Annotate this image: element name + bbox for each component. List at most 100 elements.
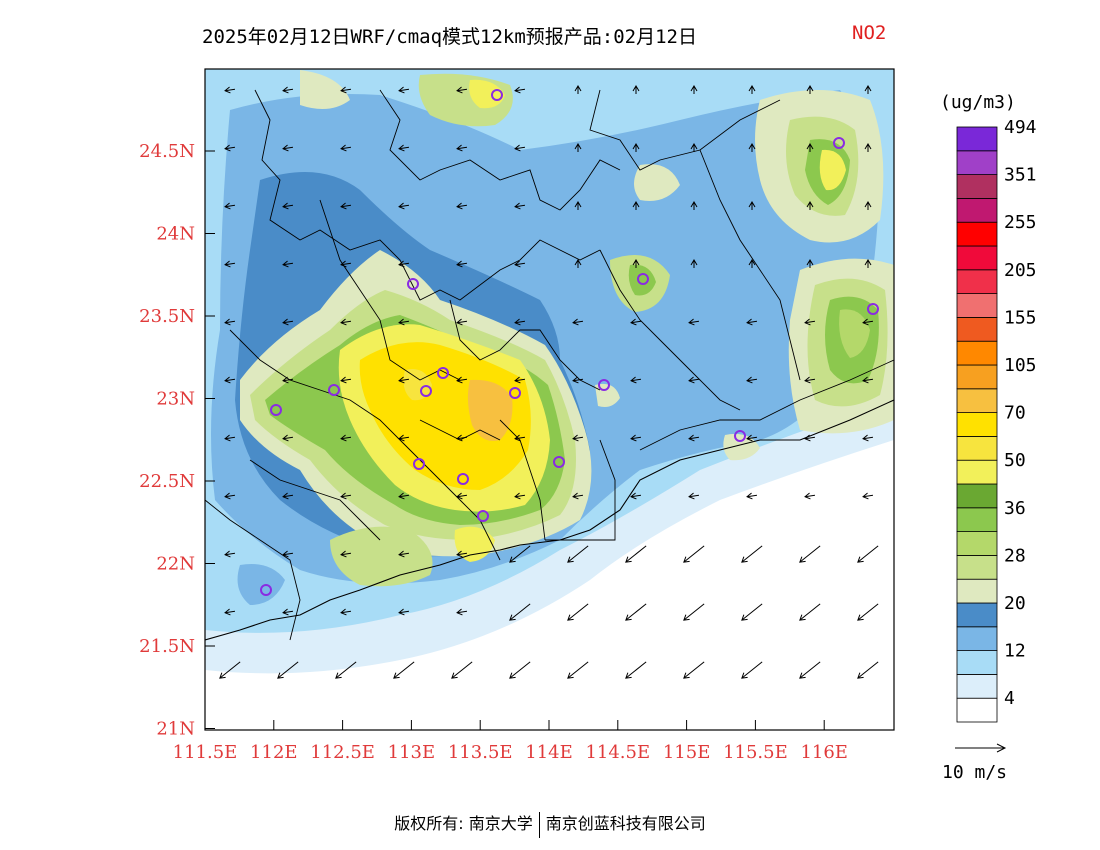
wind-arrow-head [688,318,695,326]
wind-arrow [857,603,879,621]
wind-arrow [335,661,357,679]
wind-arrow-head [398,202,405,210]
wind-arrow [224,204,236,208]
wind-arrow-head [282,376,289,384]
wind-arrow-head [224,434,231,442]
colorbar-swatch [956,316,998,342]
wind-arrow [862,436,874,440]
wind-arrow-head [857,672,864,679]
wind-arrow [282,146,294,150]
wind-arrow [572,378,584,382]
colorbar-swatch [956,435,998,461]
wind-arrow-head [574,259,582,266]
wind-arrow [282,320,294,324]
wind-arrow-head [741,556,748,563]
colorbar-swatch [956,388,998,413]
wind-arrow [514,146,526,150]
wind-arrow [277,661,299,679]
colorbar-swatch [956,602,998,628]
wind-arrow-head [456,144,463,152]
wind-arrow-head [514,492,521,500]
wind-arrow [572,320,584,324]
wind-arrow [804,320,816,324]
wind-arrow [746,320,758,324]
wind-arrow-head [224,318,231,326]
pollutant-name: NO2 [852,22,887,44]
wind-arrow-head [509,672,516,679]
wind-arrow [398,204,410,208]
wind-arrow-head [864,143,872,150]
wind-arrow-head [688,492,695,500]
wind-arrow-head [340,550,347,558]
wind-arrow [799,545,821,563]
wind-arrow [282,378,294,382]
wind-arrow [398,610,410,614]
wind-arrow-head [224,144,231,152]
colorbar-swatch [956,674,998,699]
wind-arrow-head [806,85,814,92]
wind-arrow-head [799,672,806,679]
wind-arrow [224,494,236,498]
colorbar-label: 205 [1004,260,1037,281]
wind-arrow [456,552,468,556]
wind-arrow-head [862,318,869,326]
colorbar-swatch [956,269,998,294]
wind-arrow [219,661,241,679]
wind-arrow [799,661,821,679]
wind-arrow-head [514,86,521,94]
wind-arrow-head [224,492,231,500]
wind-arrow-head [509,556,516,563]
wind-arrow [509,603,531,621]
wind-arrow-head [282,202,289,210]
wind-arrow-head [282,86,289,94]
wind-arrow [451,661,473,679]
wind-arrow [509,545,531,563]
wind-arrow-head [456,376,463,384]
latitude-axis: 24.5N 24N 23.5N 23N 22.5N 22N 21.5N 21N [139,141,215,740]
wind-arrow-head [572,434,579,442]
wind-arrow [393,661,415,679]
wind-arrow [514,320,526,324]
wind-arrow [456,146,468,150]
wind-arrow-head [746,318,753,326]
wind-arrow-head [282,434,289,442]
wind-arrow-head [340,376,347,384]
lat-tick-label: 22N [156,554,195,575]
lat-tick-label: 21N [156,719,195,740]
wind-arrow [340,494,352,498]
wind-arrow [224,88,236,92]
wind-arrow-head [224,376,231,384]
wind-arrow [340,204,352,208]
wind-arrow [398,552,410,556]
wind-arrow-head [282,144,289,152]
colorbar-swatch [956,221,998,247]
wind-arrow-head [864,201,872,208]
lat-tick-label: 21.5N [139,636,195,657]
lon-tick-label: 114.5E [585,742,650,763]
wind-arrow [630,378,642,382]
wind-arrow-head [282,318,289,326]
wind-arrow-head [398,260,405,268]
wind-arrow-head [567,614,574,621]
wind-arrow [683,545,705,563]
wind-arrow-head [748,201,756,208]
copyright-owner: 版权所有: 南京大学 [394,814,533,833]
wind-arrow [456,610,468,614]
wind-arrow [514,262,526,266]
colorbar-swatch [956,197,998,223]
wind-arrow-head [864,259,872,266]
wind-arrow-head [574,201,582,208]
wind-arrow-head [746,376,753,384]
colorbar-swatch [956,555,998,580]
wind-arrow-head [630,434,637,442]
wind-arrow-head [340,608,347,616]
concentration-field [205,69,894,730]
wind-arrow-head [398,550,405,558]
colorbar-label: 70 [1004,403,1026,424]
wind-arrow-head [282,608,289,616]
footer-separator [538,811,540,838]
wind-arrow [224,552,236,556]
colorbar-swatch [956,150,998,176]
wind-arrow [456,88,468,92]
wind-arrow-head [632,201,640,208]
